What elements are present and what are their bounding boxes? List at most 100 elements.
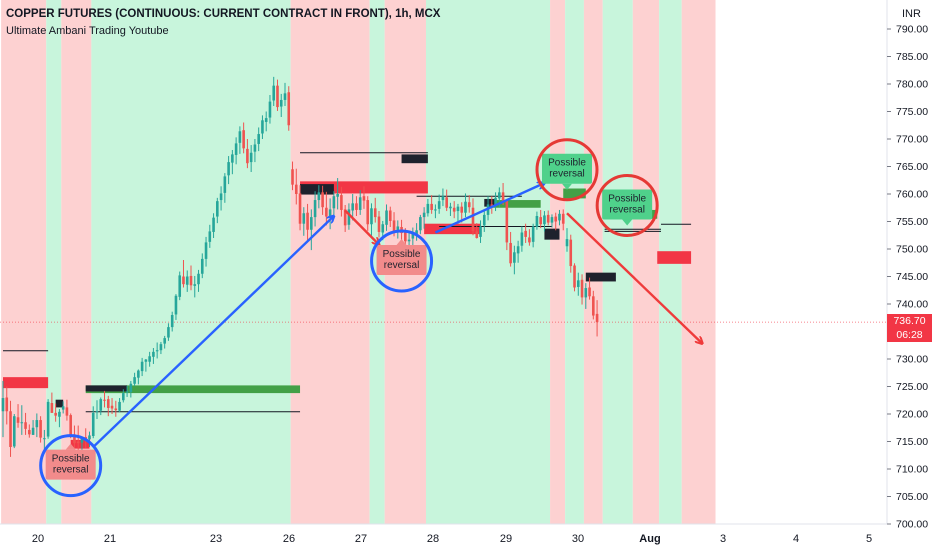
candle bbox=[1, 381, 5, 438]
candle-body bbox=[452, 207, 456, 212]
candle-body bbox=[317, 192, 321, 201]
candle-body bbox=[291, 169, 294, 185]
candle-body bbox=[39, 420, 42, 438]
candle-body bbox=[576, 280, 580, 287]
candle-body bbox=[91, 412, 95, 436]
candle bbox=[20, 405, 24, 435]
candle bbox=[302, 207, 306, 236]
candle bbox=[396, 220, 400, 239]
candle bbox=[46, 399, 50, 439]
candle bbox=[129, 381, 133, 398]
candle-body bbox=[261, 120, 264, 134]
trend-arrows bbox=[92, 183, 702, 448]
candle bbox=[163, 335, 166, 349]
candle bbox=[76, 425, 80, 452]
candle bbox=[490, 196, 494, 214]
candle bbox=[43, 429, 46, 450]
candle bbox=[69, 413, 72, 439]
candle-body bbox=[122, 393, 125, 401]
candle-body bbox=[498, 192, 501, 199]
candle bbox=[434, 204, 437, 219]
candle-body bbox=[584, 288, 588, 298]
candle bbox=[415, 223, 418, 241]
candle-body bbox=[28, 429, 31, 435]
candle bbox=[340, 186, 343, 217]
candle bbox=[385, 204, 388, 231]
candle bbox=[377, 211, 381, 238]
candle bbox=[125, 385, 129, 397]
x-tick-label: 27 bbox=[355, 533, 367, 545]
candle-body bbox=[167, 327, 170, 338]
candle bbox=[103, 390, 106, 408]
bear-zone bbox=[583, 0, 603, 524]
blue-arrow bbox=[92, 216, 334, 448]
candle bbox=[234, 137, 238, 165]
label-text: Possible bbox=[548, 158, 586, 169]
candle bbox=[347, 203, 351, 230]
candle-body bbox=[347, 209, 351, 225]
candle-body bbox=[482, 214, 486, 226]
currency-label: INR bbox=[902, 8, 921, 20]
candle-body bbox=[268, 101, 272, 118]
dark-block bbox=[484, 198, 496, 207]
dark-block bbox=[85, 385, 128, 392]
candle-body bbox=[449, 206, 452, 209]
candle bbox=[167, 323, 170, 341]
candle-body bbox=[223, 176, 227, 193]
candle bbox=[441, 188, 445, 207]
candle-body bbox=[475, 231, 479, 238]
candle bbox=[524, 223, 527, 243]
y-tick-label: 710.00 bbox=[896, 464, 928, 476]
candle-body bbox=[80, 437, 84, 443]
candle-body bbox=[554, 216, 558, 222]
dark-block bbox=[544, 228, 560, 240]
candle bbox=[366, 196, 370, 231]
candle bbox=[546, 210, 550, 226]
candle bbox=[584, 283, 588, 309]
candle-body bbox=[336, 194, 339, 197]
candle-body bbox=[159, 344, 163, 351]
y-tick-label: 715.00 bbox=[896, 436, 928, 448]
candle-body bbox=[561, 213, 565, 224]
candle bbox=[388, 206, 392, 227]
candle bbox=[362, 186, 366, 209]
candle bbox=[539, 209, 542, 229]
candle bbox=[460, 202, 464, 223]
label-box bbox=[45, 449, 96, 480]
candle bbox=[73, 425, 76, 450]
x-tick-label: 21 bbox=[104, 533, 116, 545]
trend-zones bbox=[1, 0, 716, 524]
candle-body bbox=[137, 370, 140, 378]
candle-body bbox=[103, 399, 106, 401]
candle bbox=[558, 209, 561, 226]
y-tick-label: 740.00 bbox=[896, 299, 928, 311]
candle bbox=[223, 173, 227, 203]
candle-body bbox=[272, 85, 276, 101]
candle-body bbox=[227, 162, 230, 176]
chart-title: COPPER FUTURES (CONTINUOUS: CURRENT CONT… bbox=[6, 8, 441, 20]
candle-body bbox=[392, 220, 396, 233]
y-tick-label: 790.00 bbox=[896, 24, 928, 36]
time-axis: 20 21 23 26 27 28 29 30 Aug 3 4 5 bbox=[0, 523, 887, 545]
candle bbox=[569, 234, 573, 273]
candle bbox=[246, 139, 249, 169]
label-pointer bbox=[65, 443, 76, 450]
candle-body bbox=[471, 207, 475, 231]
candle bbox=[565, 228, 569, 252]
candle-body bbox=[46, 401, 50, 437]
candle-body bbox=[35, 420, 39, 428]
candle bbox=[595, 300, 599, 337]
candle bbox=[212, 213, 215, 238]
candle bbox=[452, 201, 456, 219]
dark-block bbox=[585, 272, 616, 282]
bull-zone bbox=[565, 0, 584, 524]
candle bbox=[531, 223, 535, 248]
y-tick-label: 730.00 bbox=[896, 354, 928, 366]
reversal-annotations: PossiblereversalPossiblereversalPossible… bbox=[39, 138, 659, 498]
label-pointer bbox=[622, 219, 633, 226]
x-tick-label: 28 bbox=[427, 533, 439, 545]
candle-body bbox=[362, 196, 366, 201]
candle bbox=[106, 395, 110, 417]
